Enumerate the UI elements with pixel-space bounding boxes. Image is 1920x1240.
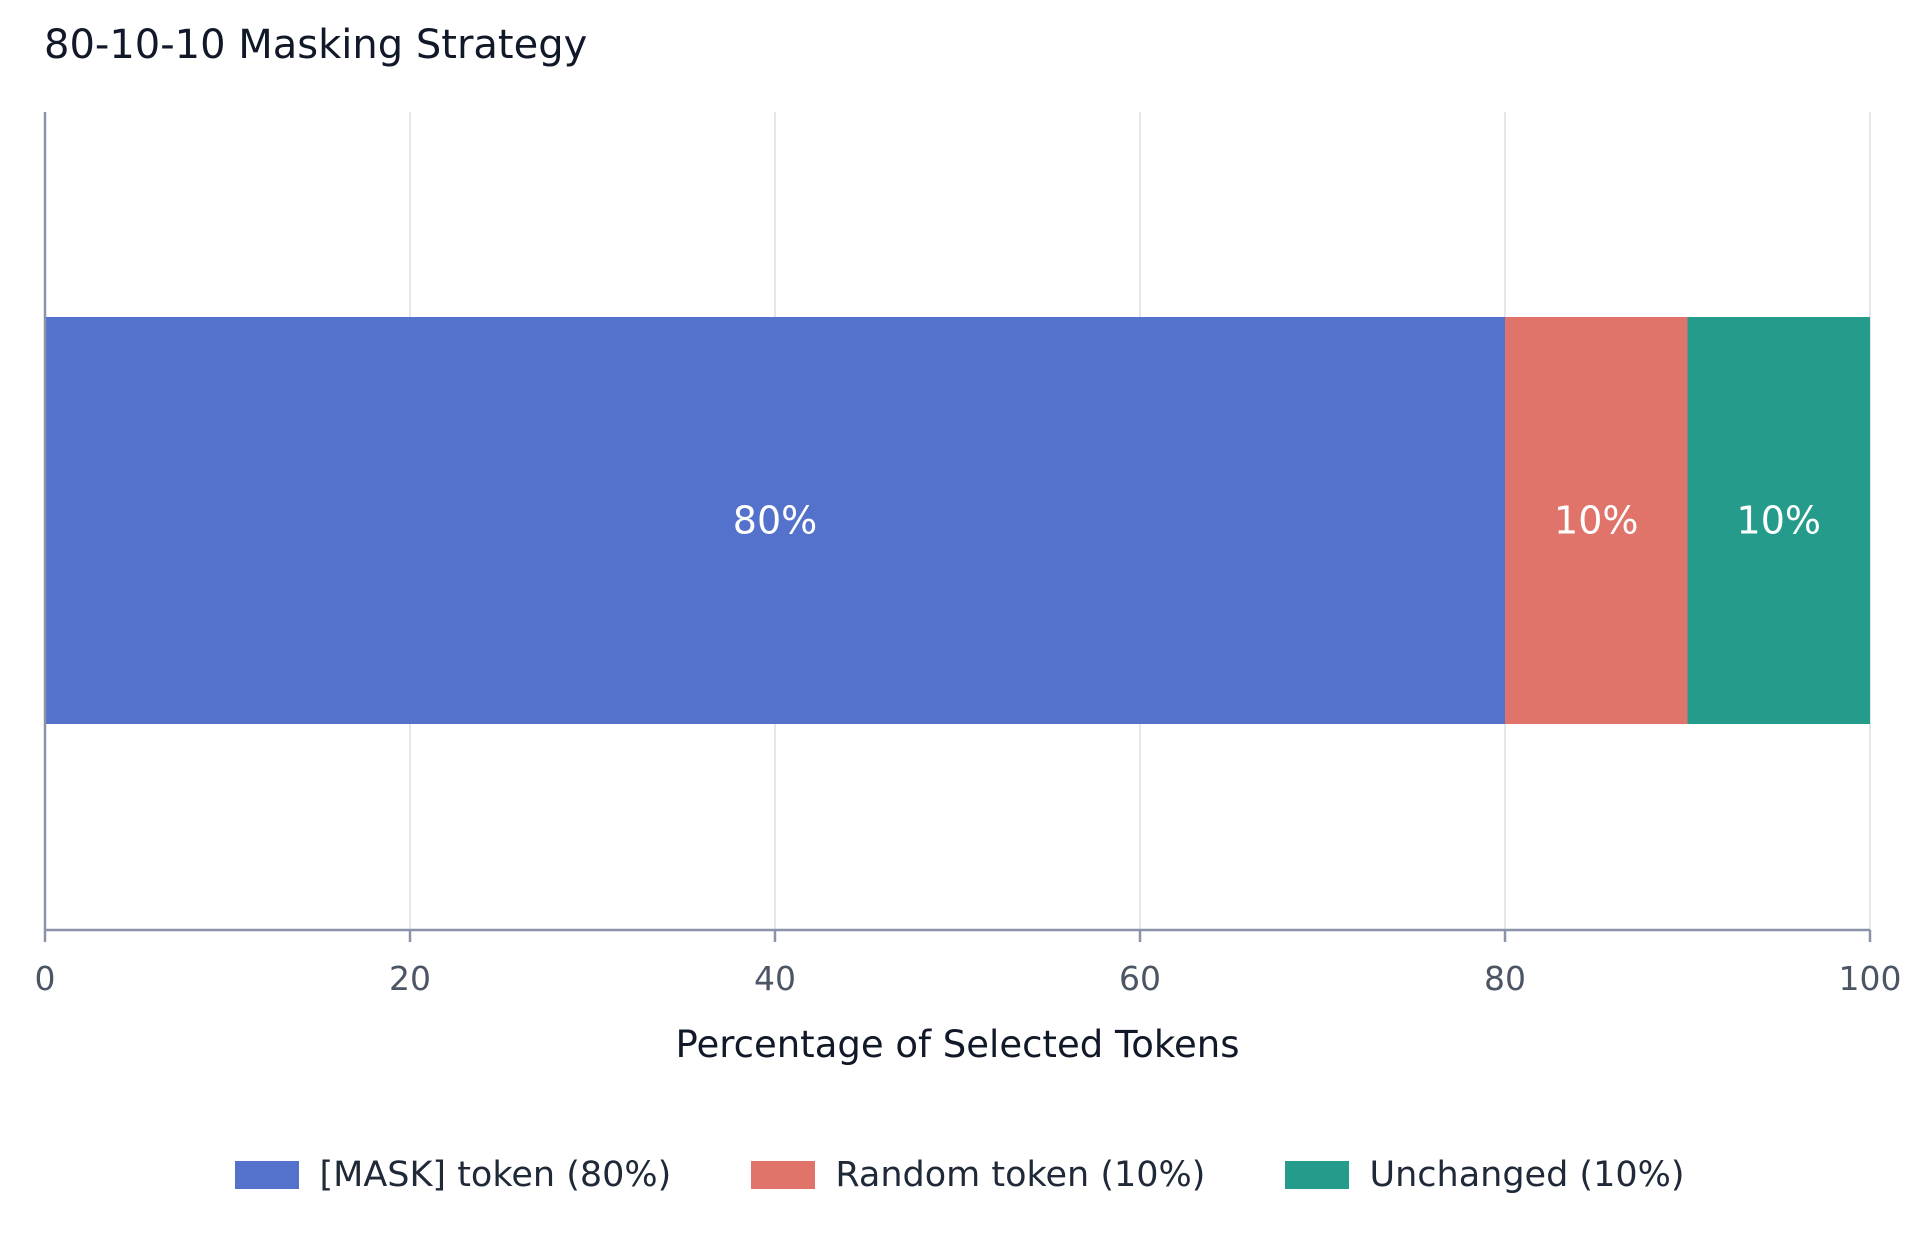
legend-item-unchanged: Unchanged (10%) — [1285, 1155, 1685, 1195]
legend-swatch-mask — [235, 1161, 300, 1189]
x-tick-label-40: 40 — [754, 959, 796, 998]
bar-segment-unchanged — [1687, 317, 1870, 724]
bar-segment-mask — [45, 317, 1505, 724]
legend-item-random: Random token (10%) — [751, 1155, 1205, 1195]
legend-item-mask: [MASK] token (80%) — [235, 1155, 671, 1195]
bar-label-random: 10% — [1554, 499, 1638, 543]
legend-label-mask: [MASK] token (80%) — [319, 1155, 672, 1195]
x-tick-label-100: 100 — [1839, 959, 1902, 998]
chart-title: 80-10-10 Masking Strategy — [44, 22, 588, 68]
x-tick-label-20: 20 — [389, 959, 431, 998]
legend: [MASK] token (80%) Random token (10%) Un… — [0, 1155, 1920, 1195]
bar-label-unchanged: 10% — [1737, 499, 1821, 543]
bar-segment-random — [1505, 317, 1688, 724]
labels: 80% 10% 10% 0 20 40 60 80 100 Percentage of Selec… — [35, 499, 1902, 1067]
x-tick-label-0: 0 — [35, 959, 56, 998]
bars — [45, 317, 1870, 724]
legend-swatch-random — [751, 1161, 816, 1189]
axes — [43, 112, 1872, 942]
x-tick-label-80: 80 — [1484, 959, 1526, 998]
legend-label-random: Random token (10%) — [835, 1155, 1206, 1195]
legend-label-unchanged: Unchanged (10%) — [1369, 1155, 1685, 1195]
x-tick-label-60: 60 — [1119, 959, 1161, 998]
bar-label-mask: 80% — [733, 499, 817, 543]
x-axis-title: Percentage of Selected Tokens — [675, 1023, 1239, 1066]
legend-swatch-unchanged — [1285, 1161, 1350, 1189]
